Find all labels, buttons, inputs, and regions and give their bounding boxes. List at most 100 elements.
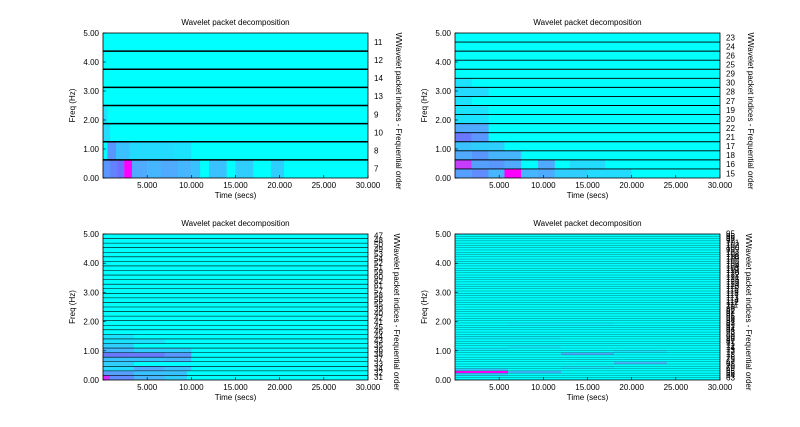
packet-index-label: 34	[374, 364, 383, 373]
packet-index-label: 27	[726, 97, 735, 106]
packet-index-label: 85	[726, 312, 735, 321]
y-axis-label: Freq (Hz)	[420, 88, 429, 122]
heatmap-cell	[504, 168, 522, 178]
packet-index-label: 80	[726, 305, 735, 314]
packet-index-label: 24	[726, 42, 735, 51]
y-tick-label: 5.00	[83, 230, 99, 239]
x-tick-label: 15.000	[575, 181, 600, 190]
packet-index-label: 122	[726, 271, 740, 280]
packet-index-label: 88	[726, 335, 735, 344]
y-tick-label: 2.00	[83, 318, 99, 327]
x-tick-label: 20.000	[267, 181, 292, 190]
heatmap-cell	[455, 150, 472, 160]
heatmap-cell	[110, 375, 134, 380]
right-axis-label: WWavelet packet indices - Frequential or…	[392, 233, 401, 390]
heatmap-cell	[164, 366, 192, 371]
packet-index-label: 40	[374, 309, 383, 318]
heatmap-cell	[164, 357, 192, 362]
heatmap-cell	[471, 141, 505, 151]
packet-index-label: 30	[726, 79, 735, 88]
packet-index-label: 31	[374, 373, 383, 382]
packet-index-label: 29	[726, 70, 735, 79]
x-tick-label: 20.000	[619, 383, 644, 392]
packet-index-label: 38	[374, 350, 383, 359]
x-tick-label: 10.000	[179, 181, 204, 190]
packet-index-label: 49	[374, 245, 383, 254]
heatmap-cell	[103, 105, 108, 124]
heatmap-cell	[508, 370, 561, 374]
heatmap-cell	[471, 168, 489, 178]
chart-panel-1: Wavelet packet decomposition 5.000 10.000 1…	[68, 18, 403, 200]
packet-index-label: 103	[726, 264, 740, 273]
heatmap-cell	[521, 168, 539, 178]
packet-index-label: 96	[726, 232, 735, 241]
packet-index-label: 39	[374, 305, 383, 314]
heatmap-cell	[455, 105, 489, 115]
packet-index-label: 35	[374, 341, 383, 350]
heatmap-cell	[455, 114, 489, 124]
right-axis-label: WWavelet packet indices - Frequential or…	[746, 32, 755, 189]
packet-index-label: 16	[726, 160, 735, 169]
x-tick-label: 5.000	[489, 383, 510, 392]
heatmap-cell	[561, 352, 614, 355]
x-tick-label: 10.000	[179, 383, 204, 392]
x-tick-label: 5.000	[137, 181, 158, 190]
heatmap-cell	[117, 159, 125, 178]
packet-index-label: 55	[374, 300, 383, 309]
heatmap-cell	[103, 343, 134, 349]
x-tick-label: 30.000	[708, 181, 733, 190]
y-tick-label: 0.00	[83, 376, 99, 385]
y-tick-label: 5.00	[435, 230, 451, 239]
heatmap-cell	[471, 159, 489, 169]
packet-index-label: 75	[726, 355, 735, 364]
x-tick-label: 20.000	[619, 181, 644, 190]
packet-index-label: 90	[726, 332, 735, 341]
packet-index-label: 42	[374, 314, 383, 323]
x-axis-label: Time (secs)	[215, 191, 257, 200]
packet-index-label: 50	[374, 241, 383, 250]
packet-index-label: 52	[374, 259, 383, 268]
heatmap-cell	[103, 348, 134, 353]
packet-index-label: 32	[374, 368, 383, 377]
y-tick-label: 1.00	[435, 145, 451, 154]
heatmap-cell	[488, 150, 522, 160]
packet-index-label: 70	[726, 362, 735, 371]
packet-index-label: 71	[726, 339, 735, 348]
heatmap-cell	[554, 168, 588, 178]
chart-title: Wavelet packet decomposition	[533, 219, 641, 228]
y-tick-label: 0.00	[435, 376, 451, 385]
heatmap-cell	[614, 361, 667, 365]
heatmap-cell	[504, 159, 522, 169]
heatmap-cell	[173, 141, 192, 160]
x-tick-label: 5.000	[137, 383, 158, 392]
packet-index-label: 104	[726, 262, 740, 271]
packet-index-label: 67	[726, 357, 735, 366]
packet-index-label: 64	[726, 371, 735, 380]
packet-index-label: 116	[726, 287, 739, 296]
x-tick-label: 30.000	[356, 181, 381, 190]
packet-index-label: 107	[726, 248, 740, 257]
packet-index-label: 12	[374, 56, 383, 65]
heatmap-cell	[133, 375, 165, 380]
heatmap-cell	[110, 159, 118, 178]
packet-index-label: 65	[726, 366, 735, 375]
packet-index-label: 21	[726, 133, 735, 142]
packet-index-label: 125	[726, 275, 740, 284]
y-tick-label: 5.00	[83, 29, 99, 38]
packet-index-label: 81	[726, 309, 735, 318]
packet-index-label: 69	[726, 364, 735, 373]
heatmap-cell	[455, 348, 508, 351]
y-tick-label: 5.00	[435, 29, 451, 38]
y-tick-label: 4.00	[83, 58, 99, 67]
heatmap-cell	[455, 368, 508, 371]
packet-index-label: 62	[374, 277, 383, 286]
heatmap-cell	[455, 159, 472, 169]
heatmap-cell	[103, 361, 134, 367]
packet-index-label: 61	[374, 282, 383, 291]
packet-index-label: 106	[726, 259, 740, 268]
packet-index-label: 60	[374, 273, 383, 282]
heatmap-cell	[107, 141, 117, 160]
heatmap-cell	[587, 168, 632, 178]
heatmap-cell	[103, 370, 134, 376]
packet-index-label: 121	[726, 273, 740, 282]
